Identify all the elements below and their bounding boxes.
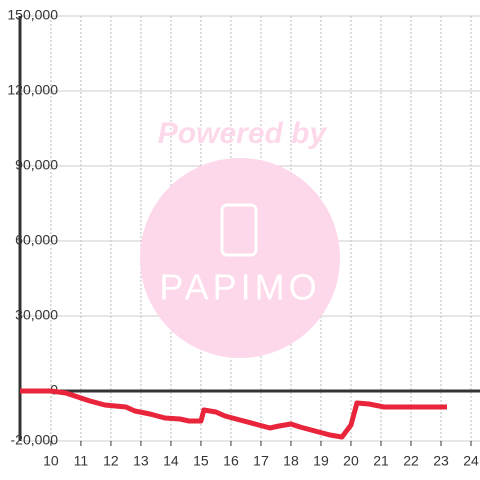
y-tick-label: 120,000 [7,82,58,98]
series-line [20,388,447,440]
y-tick-label: -20,000 [11,432,59,448]
x-tick-label: 17 [253,453,269,469]
x-tick-label: 16 [223,453,239,469]
watermark-icon [220,203,258,257]
y-tick-label: 90,000 [15,157,58,173]
x-tick-label: 10 [43,453,59,469]
x-tick-label: 13 [133,453,149,469]
watermark-brand: PAPIMO [159,267,320,308]
y-tick-label: 150,000 [7,7,58,23]
watermark-title: Powered by [158,117,328,150]
x-tick-label: 15 [193,453,209,469]
x-tick-label: 20 [343,453,359,469]
x-tick-label: 19 [313,453,329,469]
x-tick-label: 23 [433,453,449,469]
x-tick-label: 21 [373,453,389,469]
x-tick-label: 11 [74,453,89,469]
watermark-circle [140,158,340,358]
y-tick-label: 30,000 [15,307,58,323]
y-tick-label: 60,000 [15,232,58,248]
x-tick-label: 24 [463,453,479,469]
x-tick-label: 12 [103,453,119,469]
x-tick-label: 14 [163,453,179,469]
x-tick-label: 22 [403,453,419,469]
x-tick-label: 18 [283,453,299,469]
